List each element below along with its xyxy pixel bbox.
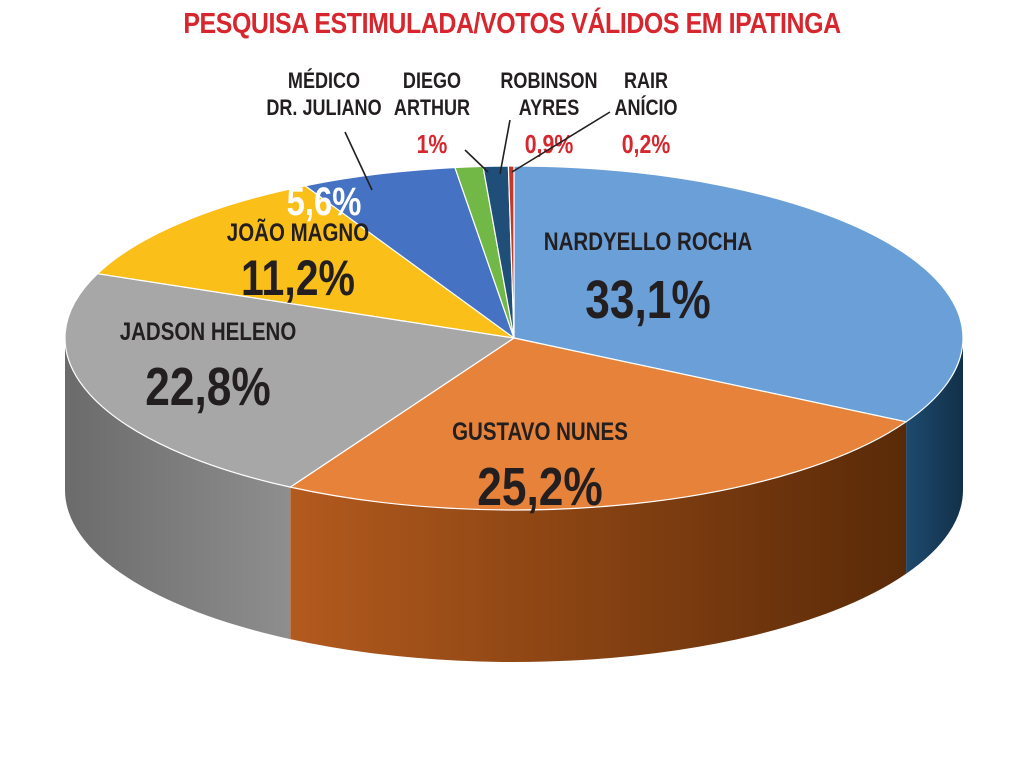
slice-value-diego-arthur: 1% (417, 130, 448, 160)
slice-value-nardyello-rocha: 33,1% (585, 270, 711, 330)
slice-label-gustavo-nunes: GUSTAVO NUNES (452, 417, 628, 445)
leader-line-robinson-ayres (499, 119, 511, 175)
pie-side-jadson-heleno (65, 338, 291, 640)
pie-side-nardyello-rocha (906, 338, 963, 574)
pie-slice-medico-dr-juliano (304, 166, 515, 339)
leader-line-medico-dr-juliano (344, 131, 373, 191)
slice-label-medico-dr-juliano: MÉDICO DR. JULIANO (266, 68, 381, 120)
slice-label-jadson-heleno: JADSON HELENO (120, 317, 297, 345)
slice-label-nardyello-rocha: NARDYELLO ROCHA (544, 227, 752, 255)
leader-line-diego-arthur (464, 149, 489, 173)
slice-value-jadson-heleno: 22,8% (145, 357, 271, 417)
pie-slice-jadson-heleno (64, 273, 515, 488)
pie-side-gustavo-nunes (290, 421, 907, 662)
pie-slice-rair-anicio (507, 165, 515, 339)
slice-label-robinson-ayres: ROBINSON AYRES (500, 69, 597, 120)
pie-slice-joao-magno (96, 185, 515, 339)
slice-label-rair-anicio: RAIR ANÍCIO (614, 69, 677, 120)
slice-value-rair-anicio: 0,2% (622, 130, 671, 160)
slice-value-gustavo-nunes: 25,2% (477, 457, 603, 517)
leader-line-rair-anicio (511, 111, 611, 173)
chart-title: PESQUISA ESTIMULADA/VOTOS VÁLIDOS EM IPA… (183, 8, 841, 40)
pie-slice-nardyello-rocha (513, 165, 964, 423)
pie-slice-gustavo-nunes (289, 337, 907, 511)
slice-label-diego-arthur: DIEGO ARTHUR (394, 69, 471, 120)
slice-value-medico-dr-juliano: 5,6% (287, 179, 362, 224)
slice-label-joao-magno: JOÃO MAGNO (227, 218, 369, 246)
slice-value-robinson-ayres: 0,9% (525, 130, 574, 160)
slice-value-joao-magno: 11,2% (241, 250, 355, 306)
